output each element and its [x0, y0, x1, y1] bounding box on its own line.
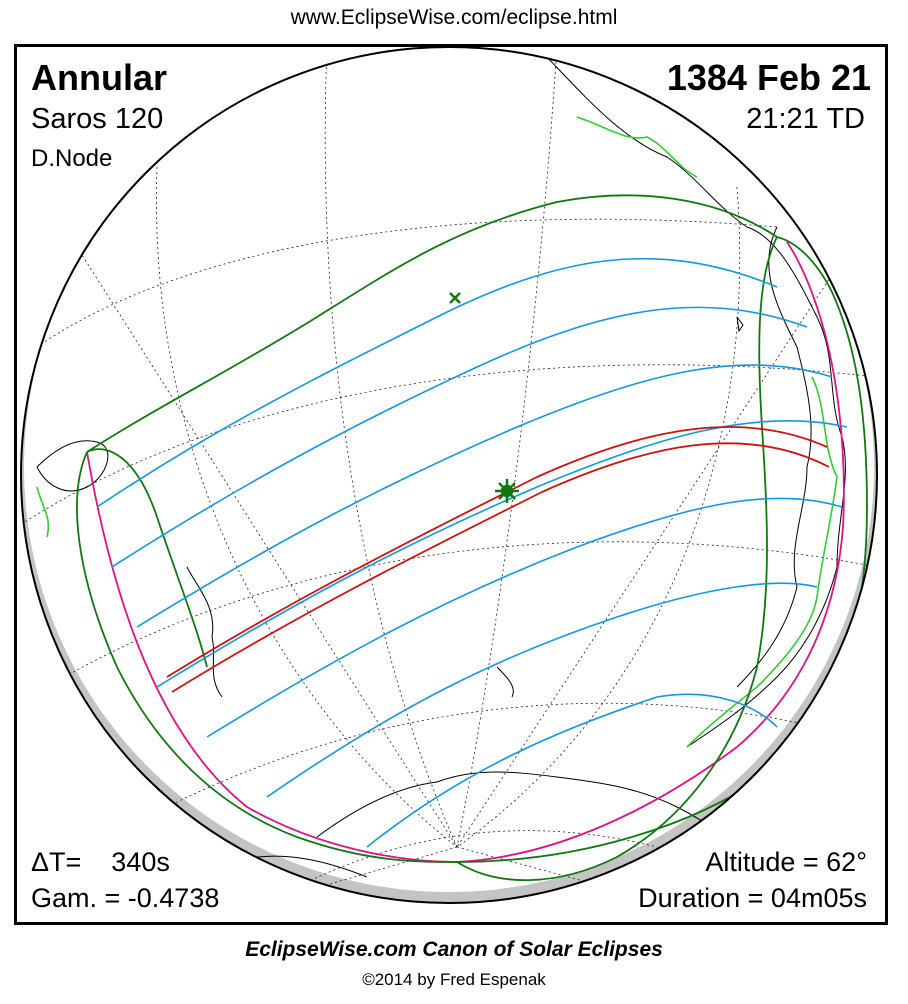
star-icon — [495, 479, 519, 503]
source-url: www.EclipseWise.com/eclipse.html — [290, 6, 618, 29]
coastline-highlight — [36, 116, 838, 748]
altitude-value: Altitude = 62° — [705, 847, 867, 877]
central-path — [166, 426, 830, 693]
copyright: ©2014 by Fred Espenak — [362, 970, 546, 989]
duration-value: Duration = 04m05s — [638, 883, 867, 913]
saros-number: Saros 120 — [31, 103, 164, 135]
eclipse-date: 1384 Feb 21 — [666, 57, 871, 98]
cross-icon — [449, 292, 461, 304]
gamma-value: Gam. = -0.4738 — [31, 883, 220, 913]
eclipse-type: Annular — [31, 57, 168, 98]
globe-map — [20, 47, 878, 904]
sunrise-sunset-curves — [86, 241, 845, 863]
node-label: D.Node — [31, 145, 113, 172]
day-side — [24, 47, 874, 892]
eclipse-time: 21:21 TD — [746, 103, 865, 135]
delta-t-value: ΔT= 340s — [31, 847, 170, 877]
magnitude-curves — [96, 257, 848, 848]
globe-outline — [20, 47, 878, 904]
canon-title: EclipseWise.com Canon of Solar Eclipses — [245, 938, 663, 961]
map-frame: Annular 1384 Feb 21 Saros 120 21:21 TD D… — [14, 44, 888, 925]
